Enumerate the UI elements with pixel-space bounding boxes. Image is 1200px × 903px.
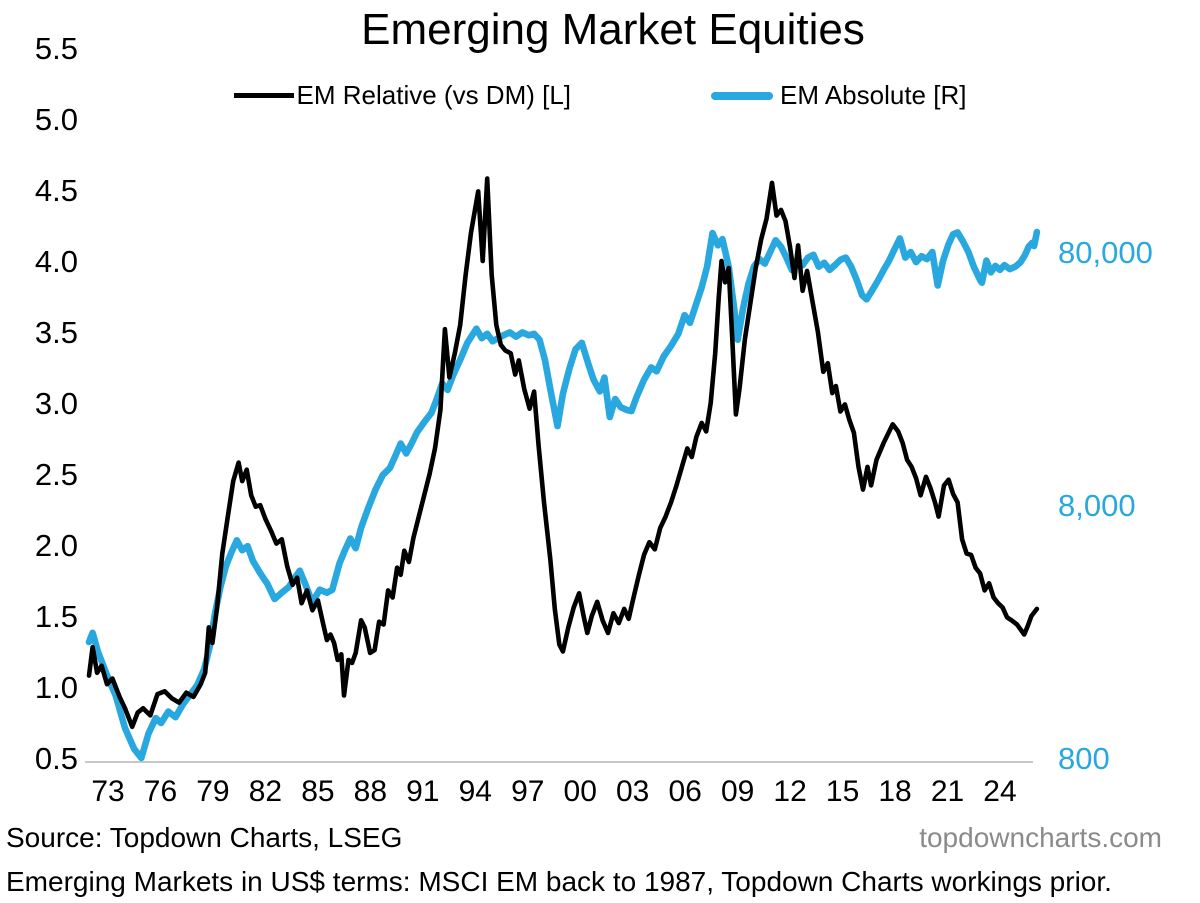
left-axis-tick: 4.5 — [35, 173, 78, 208]
x-axis-tick: 09 — [721, 775, 754, 808]
left-axis-tick: 2.5 — [35, 457, 78, 492]
legend-line-sample-blue — [711, 91, 774, 100]
x-axis-tick: 97 — [511, 775, 544, 808]
x-axis-tick: 21 — [931, 775, 964, 808]
left-axis-tick: 1.0 — [35, 670, 78, 705]
x-axis-tick: 06 — [668, 775, 701, 808]
legend-item-em-relative[interactable]: EM Relative (vs DM) [L] — [233, 80, 572, 111]
right-axis-tick: 800 — [1058, 741, 1110, 776]
series-line-em-absolute — [85, 228, 1041, 762]
x-axis-tick: 85 — [301, 775, 334, 808]
x-axis-tick: 73 — [91, 775, 124, 808]
plot-area: 5.5 5.0 4.5 4.0 3.5 3.0 2.5 2.0 1.5 1.0 0.5 80,000 8… — [35, 31, 1153, 808]
left-axis-tick: 3.0 — [35, 386, 78, 421]
footer-row: Source: Topdown Charts, LSEG topdownchar… — [6, 822, 1162, 854]
chart-title: Emerging Market Equities — [361, 5, 865, 54]
x-axis-tick: 88 — [354, 775, 387, 808]
left-axis-tick: 5.0 — [35, 102, 78, 137]
x-axis-tick: 79 — [196, 775, 229, 808]
x-axis-tick: 24 — [983, 775, 1016, 808]
website-link[interactable]: topdowncharts.com — [919, 822, 1162, 853]
legend-item-em-absolute[interactable]: EM Absolute [R] — [711, 80, 966, 111]
left-axis-tick: 0.5 — [35, 741, 78, 776]
left-axis-tick: 2.0 — [35, 528, 78, 563]
right-axis-tick: 80,000 — [1058, 235, 1153, 270]
x-axis-tick: 94 — [459, 775, 492, 808]
source-text: Source: Topdown Charts, LSEG — [6, 822, 403, 853]
left-axis-tick: 4.0 — [35, 244, 78, 279]
x-axis-tick: 15 — [826, 775, 859, 808]
series-line-em-relative — [86, 176, 1040, 730]
x-axis-tick: 03 — [616, 775, 649, 808]
left-axis-tick: 1.5 — [35, 599, 78, 634]
right-axis-tick: 8,000 — [1058, 488, 1136, 523]
x-axis-tick: 18 — [878, 775, 911, 808]
x-axis-tick: 76 — [144, 775, 177, 808]
x-axis-tick: 82 — [249, 775, 282, 808]
left-axis-tick: 3.5 — [35, 315, 78, 350]
legend-line-sample-black — [233, 93, 294, 98]
x-axis-tick: 91 — [406, 775, 439, 808]
x-axis-tick: 00 — [564, 775, 597, 808]
legend: EM Relative (vs DM) [L] EM Absolute [R] — [0, 80, 1200, 111]
x-axis-tick: 12 — [773, 775, 806, 808]
legend-label-em-absolute: EM Absolute [R] — [780, 80, 967, 110]
left-axis-tick: 5.5 — [35, 31, 78, 66]
legend-label-em-relative: EM Relative (vs DM) [L] — [296, 80, 572, 110]
footnote-text: Emerging Markets in US$ terms: MSCI EM b… — [6, 866, 1112, 897]
